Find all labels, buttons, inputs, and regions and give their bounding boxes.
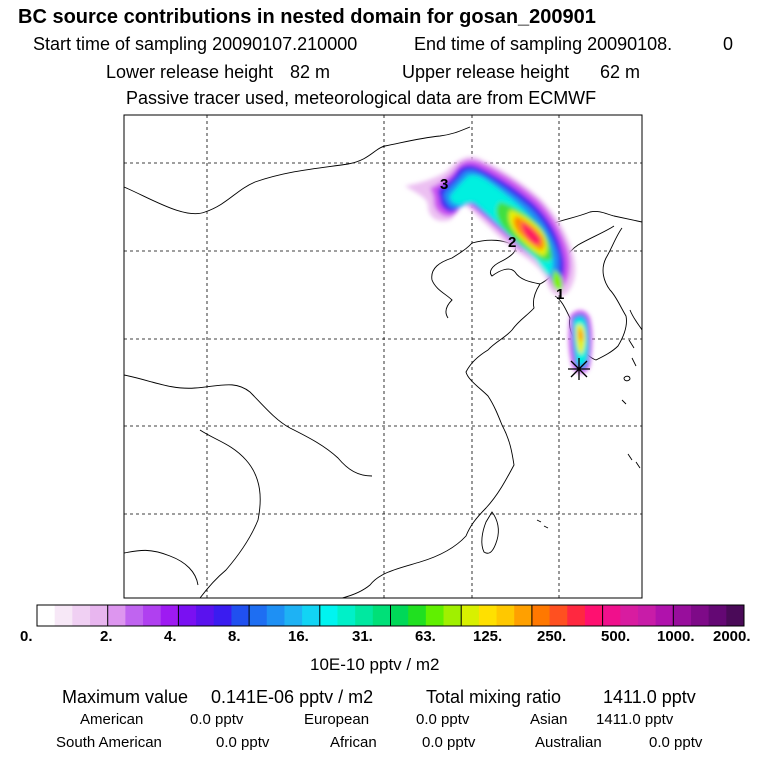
tick-label: 2. [100, 628, 113, 645]
region-name: African [330, 734, 377, 751]
colorbar-segment [302, 605, 321, 626]
region-value: 1411.0 pptv [596, 711, 674, 728]
tick-label: 500. [601, 628, 631, 645]
end-time-suffix: 0 [723, 34, 734, 54]
tick-label: 63. [415, 628, 436, 645]
tick-label: 8. [228, 628, 241, 645]
tick-label: 0. [20, 628, 33, 645]
colorbar-segment [726, 605, 745, 626]
region-value: 0.0 pptv [190, 711, 244, 728]
upper-release-label: Upper release height [402, 62, 570, 82]
colorbar-segment [620, 605, 639, 626]
colorbar-segment [708, 605, 727, 626]
upper-release-value: 62 m [600, 62, 641, 82]
region-name: European [304, 711, 370, 728]
page-title: BC source contributions in nested domain… [18, 6, 596, 28]
colorbar-segment [531, 605, 551, 626]
region-value: 0.0 pptv [216, 734, 270, 751]
colorbar-segment [266, 605, 285, 626]
tick-label: 4. [164, 628, 177, 645]
colorbar-segment [37, 605, 56, 626]
colorbar-segment [125, 605, 144, 626]
tick-label: 250. [537, 628, 567, 645]
lower-release-label: Lower release height [106, 62, 274, 82]
colorbar-segment [690, 605, 710, 626]
colorbar-unit: 10E-10 pptv / m2 [310, 655, 440, 674]
colorbar-segment [408, 605, 427, 626]
colorbar-segment [54, 605, 73, 626]
colorbar-segment [196, 605, 215, 626]
region-value: 0.0 pptv [422, 734, 476, 751]
marker-2: 2 [508, 234, 517, 251]
colorbar-segment [249, 605, 268, 626]
tick-label: 1000. [657, 628, 695, 645]
total-mixing-label: Total mixing ratio [426, 687, 562, 707]
colorbar-segment [178, 605, 197, 626]
colorbar-segment [549, 605, 568, 626]
colorbar-segment [443, 605, 462, 626]
region-name: Asian [530, 711, 568, 728]
colorbar-segment [567, 605, 586, 626]
colorbar-segment [143, 605, 162, 626]
map-frame [123, 114, 643, 599]
colorbar-segment [337, 605, 356, 626]
marker-1: 1 [556, 286, 565, 303]
colorbar-segment [655, 605, 674, 626]
colorbar-segment [231, 605, 250, 626]
region-value: 0.0 pptv [649, 734, 703, 751]
marker-3: 3 [440, 176, 449, 193]
colorbar-segment [390, 605, 409, 626]
tick-label: 16. [288, 628, 309, 645]
end-time-label: End time of sampling 20090108. [414, 34, 673, 54]
tick-label: 31. [352, 628, 373, 645]
colorbar-segment [284, 605, 303, 626]
region-name: South American [56, 734, 162, 751]
colorbar-segment [213, 605, 232, 626]
max-value: 0.141E-06 pptv / m2 [211, 687, 374, 707]
graticule [124, 115, 642, 598]
colorbar-segment [461, 605, 480, 626]
tick-label: 125. [473, 628, 503, 645]
colorbar-segment [478, 605, 498, 626]
colorbar-segment [160, 605, 179, 626]
colorbar-segment [90, 605, 109, 626]
tracer-note: Passive tracer used, meteorological data… [126, 88, 597, 108]
colorbar-segment [425, 605, 445, 626]
colorbar-segment [514, 605, 533, 626]
colorbar-border [36, 604, 745, 627]
colorbar [36, 604, 745, 627]
colorbar-segment [319, 605, 338, 626]
colorbar-segment [584, 605, 604, 626]
start-time-label: Start time of sampling 20090107.210000 [33, 34, 358, 54]
max-value-label: Maximum value [62, 687, 189, 707]
region-value: 0.0 pptv [416, 711, 470, 728]
colorbar-segment [496, 605, 515, 626]
region-name: American [80, 711, 144, 728]
colorbar-segment [107, 605, 126, 626]
colorbar-segment [355, 605, 374, 626]
colorbar-segment [637, 605, 657, 626]
receptor-star-icon [568, 358, 590, 380]
colorbar-segment [602, 605, 621, 626]
total-mixing-value: 1411.0 pptv [603, 687, 696, 707]
region-name: Australian [535, 734, 602, 751]
lower-release-value: 82 m [290, 62, 331, 82]
colorbar-segment [72, 605, 91, 626]
colorbar-segment [673, 605, 692, 626]
colorbar-segment [372, 605, 391, 626]
tick-label: 2000. [713, 628, 751, 645]
plume-field [405, 156, 593, 374]
